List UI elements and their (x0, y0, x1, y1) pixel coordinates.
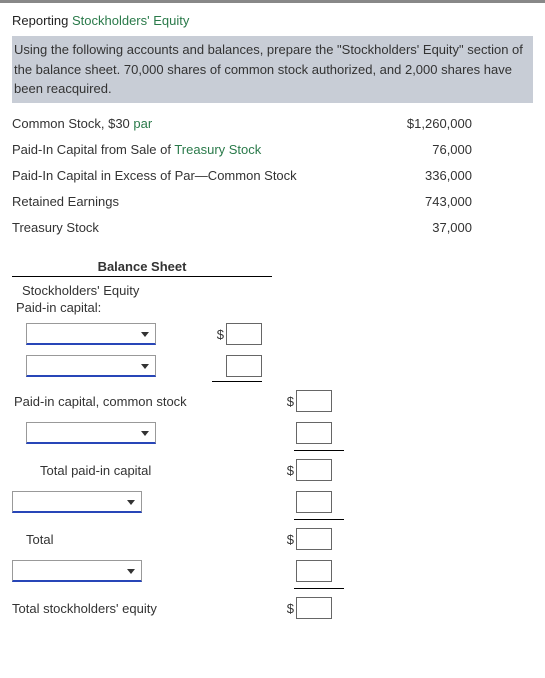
sub-heading: Paid-in capital: (16, 300, 533, 315)
amount-input-5[interactable] (296, 459, 332, 481)
amount-input-9[interactable] (296, 597, 332, 619)
account-row: Common Stock, $30 par $1,260,000 (12, 115, 533, 133)
balance-sheet-form: Balance Sheet Stockholders' Equity Paid-… (12, 259, 533, 621)
account-label: Treasury Stock (12, 220, 99, 235)
total-label: Total (26, 532, 282, 547)
title-link[interactable]: Stockholders' Equity (72, 13, 189, 28)
account-value: 336,000 (352, 167, 472, 185)
total-se-label: Total stockholders' equity (12, 601, 282, 616)
account-row: Paid-In Capital in Excess of Par—Common … (12, 167, 533, 185)
page-title: Reporting Stockholders' Equity (12, 13, 533, 28)
amount-input-3[interactable] (296, 390, 332, 412)
currency-symbol: $ (282, 463, 294, 478)
account-label: Retained Earnings (12, 194, 119, 209)
account-value: $1,260,000 (352, 115, 472, 133)
account-link[interactable]: par (133, 116, 152, 131)
subtotal-rule (212, 381, 262, 382)
account-value: 743,000 (352, 193, 472, 211)
account-select-4[interactable] (12, 491, 142, 513)
currency-spacer (282, 564, 294, 579)
account-select-5[interactable] (12, 560, 142, 582)
account-value: 37,000 (352, 219, 472, 237)
currency-symbol: $ (282, 394, 294, 409)
subtotal-rule (294, 519, 344, 520)
amount-input-2[interactable] (226, 355, 262, 377)
account-label: Paid-In Capital in Excess of Par—Common … (12, 168, 297, 183)
sheet-title: Balance Sheet (12, 259, 272, 277)
title-prefix: Reporting (12, 13, 72, 28)
amount-input-4[interactable] (296, 422, 332, 444)
paid-in-common-label: Paid-in capital, common stock (12, 394, 282, 409)
instructions-text: Using the following accounts and balance… (12, 36, 533, 103)
currency-symbol: $ (282, 601, 294, 616)
account-label: Common Stock, $30 (12, 116, 133, 131)
account-select-3[interactable] (26, 422, 156, 444)
account-row: Paid-In Capital from Sale of Treasury St… (12, 141, 533, 159)
currency-symbol: $ (282, 532, 294, 547)
account-select-2[interactable] (26, 355, 156, 377)
amount-input-1[interactable] (226, 323, 262, 345)
accounts-list: Common Stock, $30 par $1,260,000 Paid-In… (12, 115, 533, 238)
subtotal-rule (294, 450, 344, 451)
amount-input-6[interactable] (296, 491, 332, 513)
amount-input-7[interactable] (296, 528, 332, 550)
account-row: Treasury Stock 37,000 (12, 219, 533, 237)
account-link[interactable]: Treasury Stock (174, 142, 261, 157)
currency-spacer (282, 495, 294, 510)
total-paid-in-label: Total paid-in capital (40, 463, 282, 478)
subtotal-rule (294, 588, 344, 589)
account-value: 76,000 (352, 141, 472, 159)
account-select-1[interactable] (26, 323, 156, 345)
account-row: Retained Earnings 743,000 (12, 193, 533, 211)
currency-symbol: $ (212, 327, 224, 342)
section-heading: Stockholders' Equity (22, 283, 533, 298)
currency-spacer (282, 426, 294, 441)
currency-spacer (212, 359, 224, 374)
account-label: Paid-In Capital from Sale of (12, 142, 174, 157)
amount-input-8[interactable] (296, 560, 332, 582)
